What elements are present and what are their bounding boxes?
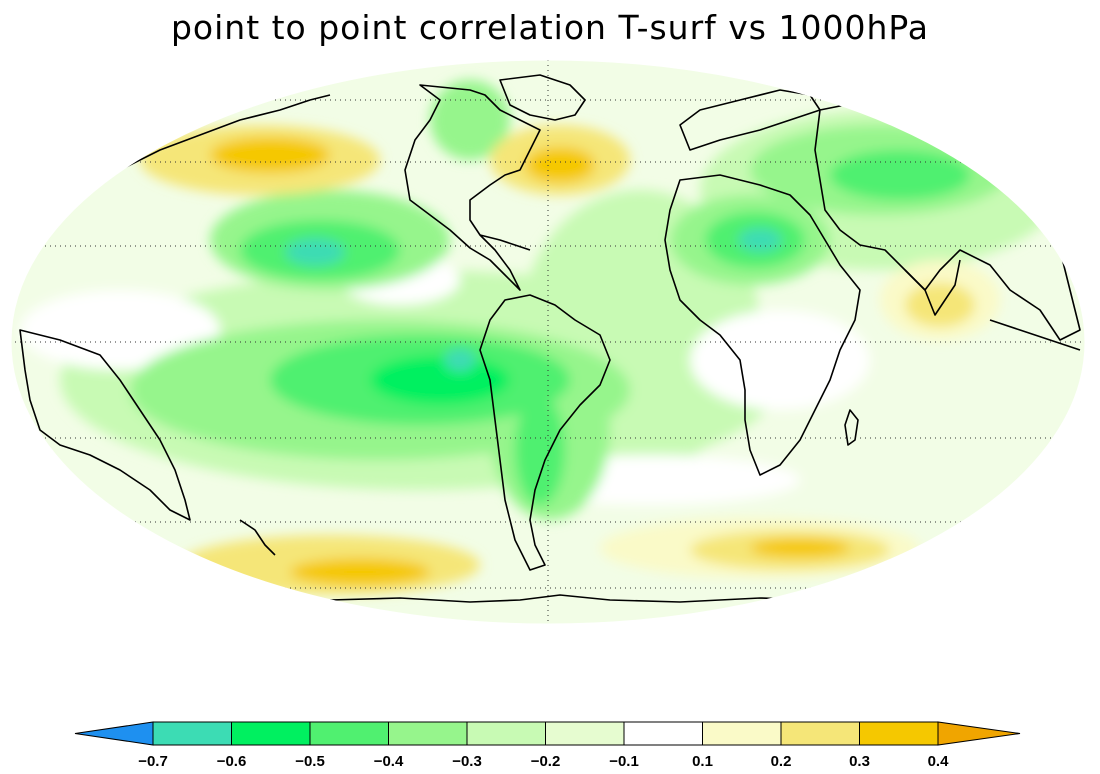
coast-africa bbox=[664, 174, 861, 476]
field-white-2 bbox=[690, 310, 870, 410]
field-white-1 bbox=[20, 290, 220, 370]
field-npacific-warm-core bbox=[210, 137, 330, 173]
colorbar-tick-label: 0.3 bbox=[849, 753, 870, 770]
colorbar-tick-label: −0.7 bbox=[138, 753, 168, 770]
colorbar-tick-label: 0.4 bbox=[928, 753, 950, 770]
coast-madagascar bbox=[844, 409, 859, 446]
colorbar-extend-high bbox=[937, 721, 1021, 746]
coast-new-zealand bbox=[239, 519, 276, 556]
colorbar-segment bbox=[859, 721, 939, 746]
coast-south-america bbox=[479, 294, 611, 571]
coast-india bbox=[904, 259, 961, 316]
world-map bbox=[10, 59, 1086, 625]
colorbar-tick-label: 0.1 bbox=[692, 753, 713, 770]
colorbar-tick-label: −0.3 bbox=[452, 753, 482, 770]
colorbar-segment bbox=[780, 721, 860, 746]
colorbar-tick-label: 0.2 bbox=[771, 753, 792, 770]
field-pacific-min bbox=[444, 348, 476, 372]
colorbar-segment bbox=[152, 721, 232, 746]
colorbar-segment bbox=[466, 721, 546, 746]
coast-alaska bbox=[119, 94, 331, 171]
map-border bbox=[10, 59, 1086, 625]
map-title: point to point correlation T-surf vs 100… bbox=[170, 8, 930, 47]
coast-caribbean bbox=[479, 234, 531, 251]
colorbar-tick-label: −0.4 bbox=[374, 753, 404, 770]
colorbar-segment bbox=[702, 721, 782, 746]
colorbar-segment bbox=[231, 721, 311, 746]
field-pacific-core bbox=[370, 355, 510, 405]
coast-north-america bbox=[404, 84, 541, 291]
colorbar-segment bbox=[545, 721, 625, 746]
field-sindian-warm-core bbox=[750, 538, 850, 558]
colorbar-extend-low bbox=[74, 721, 154, 746]
field-samerica-strong bbox=[515, 395, 565, 505]
colorbar-tick-label: −0.1 bbox=[609, 753, 639, 770]
coast-greenland bbox=[499, 74, 586, 121]
colorbar-tick-label: −0.6 bbox=[217, 753, 247, 770]
colorbar-segment bbox=[388, 721, 468, 746]
coast-indonesia bbox=[989, 319, 1081, 351]
coast-australia bbox=[19, 329, 191, 521]
field-spacific-warm-core bbox=[290, 558, 430, 586]
field-india-warm-core bbox=[905, 283, 975, 327]
colorbar-segment bbox=[309, 721, 389, 746]
coast-antarctica bbox=[329, 594, 821, 603]
field-natlantic-warm-core bbox=[525, 147, 595, 183]
colorbar-segment bbox=[623, 721, 703, 746]
colorbar-tick-label: −0.2 bbox=[531, 753, 561, 770]
colorbar-tick-label: −0.5 bbox=[295, 753, 325, 770]
field-npacific-core bbox=[285, 238, 345, 266]
